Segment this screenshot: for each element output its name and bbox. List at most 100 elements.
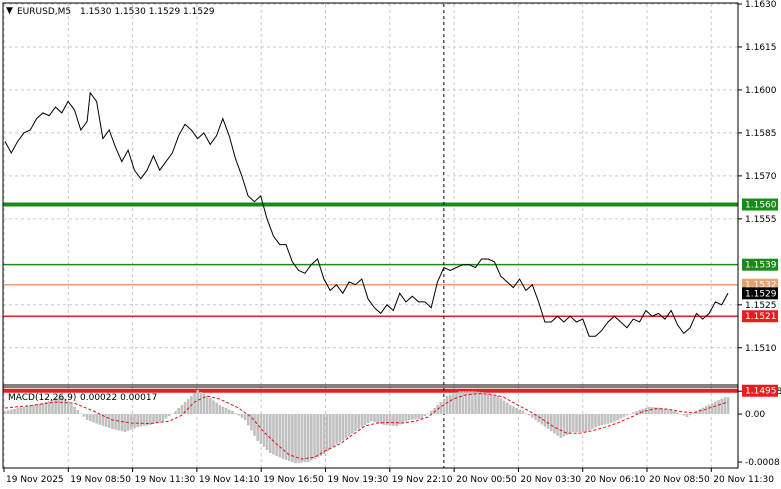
macd-histogram-bar <box>458 391 462 414</box>
macd-histogram-bar <box>600 414 604 426</box>
macd-histogram-bar <box>534 414 537 420</box>
price-tick-label: 1.1600 <box>745 86 777 96</box>
macd-histogram-bar <box>250 414 253 431</box>
macd-histogram-bar <box>565 414 569 435</box>
macd-histogram-bar <box>111 414 114 429</box>
time-tick-label: 19 Nov 16:50 <box>263 475 324 485</box>
macd-histogram-bar <box>553 414 556 434</box>
macd-histogram-bar <box>199 392 203 414</box>
price-tick-label: 1.1615 <box>745 43 777 53</box>
macd-histogram-bar <box>120 414 124 432</box>
macd-histogram-bar <box>347 414 351 436</box>
macd-histogram-bar <box>660 408 664 414</box>
macd-histogram-bar <box>212 400 215 414</box>
macd-histogram-bar <box>351 414 354 434</box>
macd-histogram-bar <box>104 414 108 427</box>
macd-histogram-bar <box>619 414 623 419</box>
price-series-line <box>4 91 729 337</box>
macd-histogram-bar <box>676 412 679 414</box>
macd-histogram-bar <box>505 402 509 414</box>
macd-histogram-bar <box>281 414 285 459</box>
macd-histogram-bar <box>461 391 465 414</box>
macd-histogram-bar <box>370 414 373 422</box>
macd-histogram-bar <box>3 411 7 414</box>
macd-histogram-bar <box>698 409 701 414</box>
macd-histogram-bar <box>92 414 95 423</box>
macd-histogram-bar <box>430 410 433 414</box>
macd-histogram-bar <box>388 414 392 426</box>
macd-histogram-bar <box>60 396 64 414</box>
macd-histogram-bar <box>568 414 572 434</box>
macd-histogram-bar <box>527 414 531 416</box>
macd-histogram-bar <box>322 414 326 454</box>
macd-histogram-bar <box>663 408 667 414</box>
macd-histogram-bar <box>70 404 73 414</box>
macd-axis: 0.000380.00-0.0008 <box>738 387 781 468</box>
current-price-label: 1.1529 <box>745 289 777 299</box>
macd-tick-label: -0.0008 <box>745 458 780 468</box>
macd-histogram-bar <box>16 408 20 414</box>
macd-histogram-bar <box>313 414 316 459</box>
macd-histogram-bar <box>723 397 727 414</box>
macd-histogram-bar <box>669 410 673 414</box>
macd-histogram-bar <box>123 414 127 432</box>
macd-histogram-bar <box>19 407 23 414</box>
macd-histogram-bar <box>673 411 676 414</box>
level-lines <box>3 202 738 393</box>
macd-histogram-bar <box>414 414 417 420</box>
macd-histogram-bar <box>114 414 117 430</box>
header-menu-icon[interactable]: ▼ <box>6 6 13 16</box>
macd-histogram-bar <box>10 409 13 414</box>
macd-histogram-bar <box>338 414 342 443</box>
macd-values: 0.00022 0.00017 <box>80 393 157 403</box>
macd-histogram-bar <box>262 414 266 447</box>
macd-histogram-bar <box>502 400 506 414</box>
macd-histogram-bar <box>48 400 51 414</box>
macd-histogram-bar <box>707 404 711 414</box>
macd-histogram-bar <box>117 414 121 431</box>
macd-histogram-bar <box>376 414 379 423</box>
macd-histogram-bar <box>581 414 585 432</box>
macd-histogram-bar <box>167 414 171 417</box>
macd-histogram-bar <box>205 396 209 414</box>
macd-histogram-bar <box>287 414 291 462</box>
macd-histogram-bar <box>101 414 105 426</box>
macd-histogram-bar <box>515 408 518 414</box>
macd-histogram-bar <box>688 414 692 416</box>
macd-histogram <box>3 390 730 464</box>
macd-histogram-bar <box>540 414 544 425</box>
macd-histogram-bar <box>392 414 395 426</box>
macd-histogram-bar <box>701 407 705 414</box>
macd-histogram-bar <box>474 391 477 414</box>
macd-histogram-bar <box>278 414 282 458</box>
macd-histogram-bar <box>632 412 635 414</box>
macd-histogram-bar <box>218 405 222 414</box>
macd-histogram-bar <box>82 414 86 417</box>
macd-histogram-bar <box>483 392 487 414</box>
level-tag-label: 1.1495 <box>745 387 777 397</box>
macd-histogram-bar <box>297 414 301 463</box>
macd-histogram-bar <box>325 414 329 452</box>
macd-histogram-bar <box>79 413 83 414</box>
price-tick-label: 1.1555 <box>745 215 777 225</box>
macd-histogram-bar <box>467 391 471 414</box>
macd-histogram-bar <box>578 414 582 432</box>
time-tick-label: 19 Nov 2025 <box>6 475 64 485</box>
macd-histogram-bar <box>651 407 654 414</box>
macd-histogram-bar <box>335 414 338 445</box>
macd-histogram-bar <box>234 413 237 414</box>
macd-histogram-bar <box>508 405 512 414</box>
price-grid <box>3 3 738 385</box>
macd-histogram-bar <box>310 414 313 461</box>
macd-histogram-bar <box>98 414 102 425</box>
macd-histogram-bar <box>29 405 32 414</box>
macd-histogram-bar <box>433 408 436 414</box>
time-tick-label: 20 Nov 11:30 <box>713 475 774 485</box>
macd-histogram-bar <box>259 414 263 444</box>
macd-histogram-bar <box>240 414 244 418</box>
macd-histogram-bar <box>76 410 80 414</box>
macd-histogram-bar <box>193 393 196 414</box>
level-tag-background <box>742 198 778 211</box>
price-tick-label: 1.1525 <box>745 301 777 311</box>
